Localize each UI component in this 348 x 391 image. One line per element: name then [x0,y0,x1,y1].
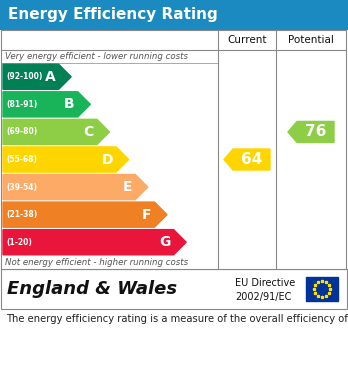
Text: (92-100): (92-100) [6,72,42,81]
Text: (69-80): (69-80) [6,127,37,136]
Text: England & Wales: England & Wales [7,280,177,298]
Polygon shape [224,149,270,170]
Polygon shape [3,64,71,90]
Polygon shape [288,122,334,142]
Bar [1,269,347,309]
Polygon shape [3,147,129,172]
Text: Very energy efficient - lower running costs: Very energy efficient - lower running co… [5,52,188,61]
Text: (1-20): (1-20) [6,238,32,247]
Polygon shape [3,174,148,200]
Polygon shape [3,202,167,227]
Bar [0,0,348,30]
Polygon shape [3,119,110,145]
Text: Current: Current [227,35,267,45]
Text: D: D [102,152,113,167]
Text: The energy efficiency rating is a measure of the overall efficiency of a home. T: The energy efficiency rating is a measur… [6,314,348,324]
Bar [306,277,338,301]
Text: Potential: Potential [288,35,334,45]
Text: (39-54): (39-54) [6,183,37,192]
Text: B: B [64,97,75,111]
Polygon shape [3,230,186,255]
Bar [1,30,346,269]
Text: F: F [142,208,151,222]
Text: (55-68): (55-68) [6,155,37,164]
Text: A: A [45,70,56,84]
Text: (81-91): (81-91) [6,100,37,109]
Text: 2002/91/EC: 2002/91/EC [235,292,291,302]
Text: E: E [123,180,132,194]
Text: Not energy efficient - higher running costs: Not energy efficient - higher running co… [5,258,188,267]
Text: (21-38): (21-38) [6,210,37,219]
Polygon shape [3,92,90,117]
Text: C: C [84,125,94,139]
Text: 64: 64 [241,152,262,167]
Text: 76: 76 [305,124,326,140]
Text: G: G [159,235,171,249]
Text: EU Directive: EU Directive [235,278,295,288]
Text: Energy Efficiency Rating: Energy Efficiency Rating [8,7,218,23]
